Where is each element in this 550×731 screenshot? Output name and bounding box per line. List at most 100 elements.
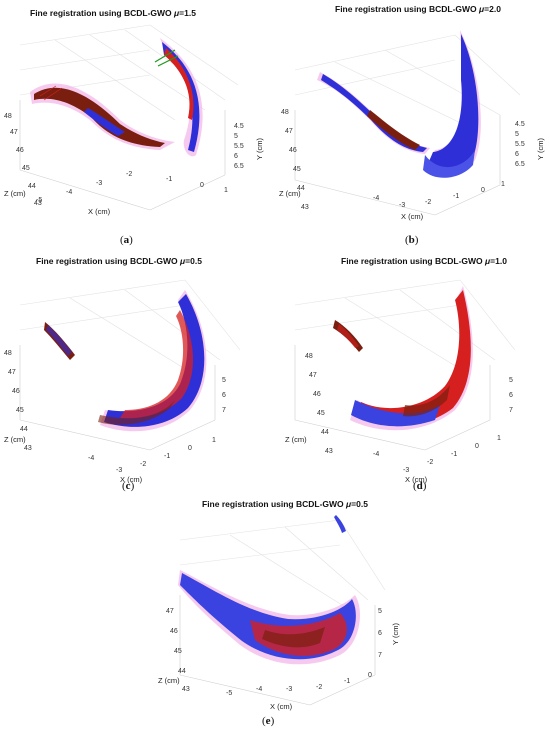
tick-label: 48 [4, 113, 12, 120]
tick-label: -5 [226, 690, 232, 697]
tick-label: 5 [515, 131, 519, 138]
plot-3d: -5 -4 -3 -2 -1 0 X (cm) 5 6 7 Y (cm) 47 … [158, 515, 400, 711]
tick-label: -2 [427, 459, 433, 466]
tick-label: 0 [481, 187, 485, 194]
tick-label: 43 [301, 204, 309, 211]
panel-title: Fine registration using BCDL-GWO μ=0.5 [202, 499, 368, 509]
tick-label: 46 [313, 391, 321, 398]
panel-label-part: ) [130, 480, 135, 492]
mu-value: =0.5 [185, 256, 202, 266]
tick-label: 4.5 [234, 123, 244, 130]
title-text: Fine registration using BCDL-GWO [335, 4, 480, 14]
z-axis-label: Z (cm) [158, 676, 180, 685]
x-axis-label: X (cm) [401, 212, 424, 221]
x-ticks: -4 -3 -2 -1 0 1 [373, 435, 501, 474]
tick-label: 7 [509, 407, 513, 414]
tick-label: 6.5 [234, 163, 244, 170]
tick-label: 45 [16, 407, 24, 414]
mu-symbol: μ [485, 256, 491, 266]
mu-value: =1.0 [490, 256, 507, 266]
panel-label: (a) [120, 234, 133, 246]
tick-label: 44 [28, 183, 36, 190]
tick-label: 0 [188, 445, 192, 452]
tick-label: 0 [368, 672, 372, 679]
x-ticks: -4 -3 -2 -1 0 1 [88, 437, 216, 474]
tick-label: 5 [234, 133, 238, 140]
tick-label: 1 [501, 181, 505, 188]
tick-label: 44 [321, 429, 329, 436]
tick-label: -2 [140, 461, 146, 468]
tick-label: 0 [475, 443, 479, 450]
tick-label: 44 [20, 426, 28, 433]
registered-cloud [178, 570, 360, 665]
z-ticks: 48 47 46 45 44 43 [4, 113, 42, 207]
plot-3d: -5 -4 -3 -2 -1 0 1 X (cm) 4.5 5 5.5 6 6.… [4, 24, 264, 216]
x-axis-label: X (cm) [88, 207, 111, 216]
tick-label: -4 [88, 455, 94, 462]
y-axis-label: Y (cm) [255, 138, 264, 160]
tick-label: 43 [182, 686, 190, 693]
tick-label: 43 [34, 200, 42, 207]
tick-label: -4 [373, 195, 379, 202]
tick-label: -5 [36, 197, 42, 204]
tick-label: -1 [451, 451, 457, 458]
y-ticks: 5 6 7 [509, 377, 513, 414]
registered-cloud [98, 290, 207, 432]
panel-label-part: ) [422, 480, 427, 492]
panel-label-part: ) [414, 234, 419, 246]
plot-3d: -4 -3 -2 -1 0 1 X (cm) 5 6 7 48 47 46 45… [285, 279, 516, 484]
tick-label: 6 [234, 153, 238, 160]
tick-label: -4 [66, 189, 72, 196]
tick-label: 44 [178, 668, 186, 675]
tick-label: 5.5 [515, 141, 525, 148]
tick-label: -1 [166, 176, 172, 183]
tick-label: 46 [12, 388, 20, 395]
outlier-fragment [333, 320, 363, 352]
panel-e: Fine registration using BCDL-GWO μ=0.5 -… [140, 495, 410, 731]
tick-label: 6 [515, 151, 519, 158]
panel-d: Fine registration using BCDL-GWO μ=1.0 -… [275, 250, 550, 495]
panel-a: Fine registration using BCDL-GWO μ=1.5 [0, 0, 275, 250]
tick-label: -2 [425, 199, 431, 206]
panel-label-part: c [125, 480, 131, 492]
mu-symbol: μ [346, 499, 352, 509]
tick-label: 47 [309, 372, 317, 379]
panel-label-part: ( [120, 234, 124, 246]
x-ticks: -4 -3 -2 -1 0 1 [373, 181, 505, 209]
mu-value: =2.0 [484, 4, 501, 14]
z-ticks: 48 47 46 45 44 43 [4, 350, 32, 452]
tick-label: 1 [212, 437, 216, 444]
panel-label-part: ) [129, 234, 133, 246]
z-ticks: 48 47 46 45 44 43 [305, 353, 333, 455]
panel-title: Fine registration using BCDL-GWO μ=2.0 [335, 4, 501, 14]
tick-label: -3 [96, 180, 102, 187]
z-axis-label: Z (cm) [285, 435, 307, 444]
tick-label: 6 [509, 392, 513, 399]
tick-label: 46 [170, 628, 178, 635]
panel-label-part: ( [122, 480, 126, 492]
panel-label-part: ) [270, 715, 275, 727]
mu-symbol: μ [174, 8, 180, 18]
tick-label: 47 [8, 369, 16, 376]
tick-label: 5 [509, 377, 513, 384]
tick-label: 44 [297, 185, 305, 192]
mu-value: =1.5 [179, 8, 196, 18]
z-axis-label: Z (cm) [279, 189, 301, 198]
tick-label: 48 [4, 350, 12, 357]
tick-label: 48 [281, 109, 289, 116]
tick-label: 43 [24, 445, 32, 452]
tick-label: 47 [285, 128, 293, 135]
tick-label: -1 [344, 678, 350, 685]
tick-label: 5 [222, 377, 226, 384]
tick-label: 1 [497, 435, 501, 442]
panel-label-part: d [416, 480, 423, 492]
y-ticks: 5 6 7 [222, 377, 226, 414]
tick-label: 48 [305, 353, 313, 360]
panel-title: Fine registration using BCDL-GWO μ=1.5 [30, 8, 196, 18]
title-text: Fine registration using BCDL-GWO [341, 256, 486, 266]
tick-label: -4 [373, 451, 379, 458]
tick-label: 47 [10, 129, 18, 136]
x-axis-label: X (cm) [270, 702, 293, 711]
tick-label: 7 [222, 407, 226, 414]
z-ticks: 47 46 45 44 43 [166, 608, 190, 693]
